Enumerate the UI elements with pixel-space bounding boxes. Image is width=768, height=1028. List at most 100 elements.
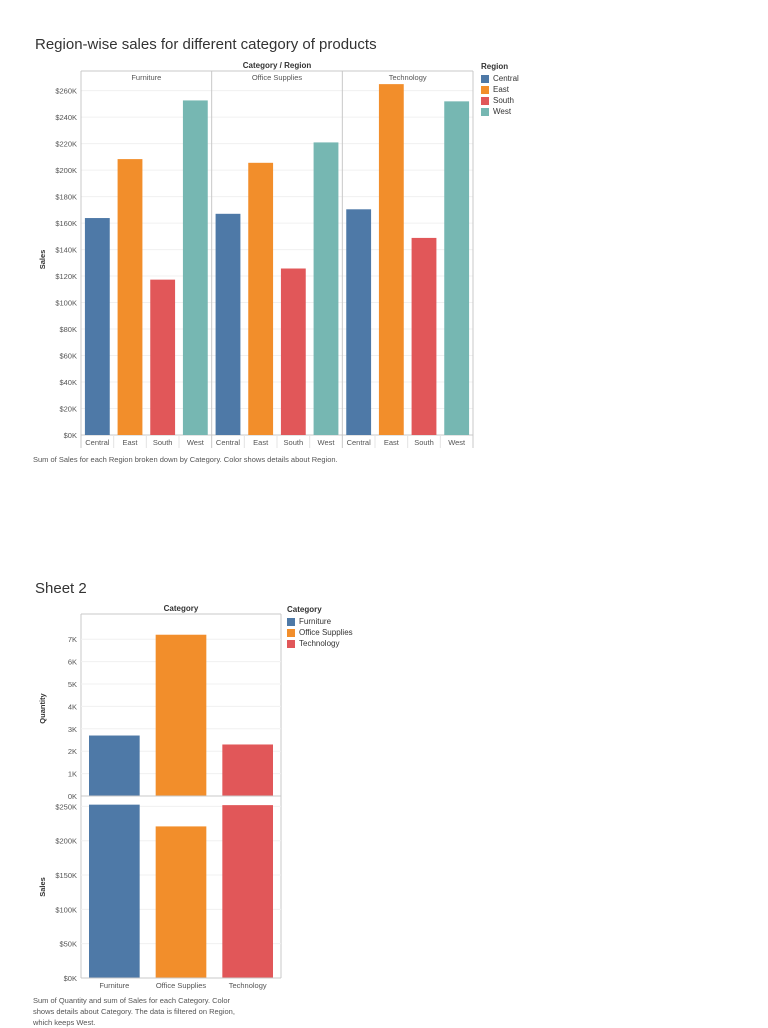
- chart1-ytick-label: $260K: [55, 87, 77, 96]
- chart2-ytick-label: 5K: [68, 680, 77, 689]
- chart1-panel-label-office-supplies: Office Supplies: [252, 73, 303, 82]
- legend-item-west[interactable]: West: [481, 106, 519, 117]
- legend-swatch-east: [481, 85, 489, 94]
- legend-item-furniture[interactable]: Furniture: [287, 616, 353, 627]
- chart1-ytick-label: $0K: [64, 431, 77, 440]
- legend-swatch-central: [481, 74, 489, 83]
- chart2-xtick-label-furniture: Furniture: [99, 981, 129, 990]
- legend-label-west: West: [493, 107, 512, 116]
- chart1-xtick-label: West: [187, 438, 205, 447]
- legend-label-technology: Technology: [299, 639, 340, 648]
- chart2-ytick-label: $200K: [55, 837, 77, 846]
- bar-sales-technology: [222, 805, 273, 978]
- chart1-xtick-label: East: [122, 438, 138, 447]
- chart2-xtick-label-office-supplies: Office Supplies: [156, 981, 207, 990]
- bar-furniture-central: [84, 218, 110, 435]
- chart1-ylabel: Sales: [38, 250, 47, 270]
- chart1-plot: Category / Region $0K $20K $40K $60K $80K $100…: [38, 61, 474, 448]
- legend-swatch-office-supplies: [287, 628, 295, 637]
- chart2-plot: Category 0K 1K 2K 3K 4K 5K 6K 7K Quantity $0K $50K $…: [38, 604, 282, 990]
- bar-technology-west: [444, 101, 470, 435]
- legend-label-central: Central: [493, 74, 519, 83]
- chart1-ytick-label: $240K: [55, 113, 77, 122]
- chart1-ytick-label: $20K: [59, 405, 77, 414]
- chart1-ytick-label: $220K: [55, 140, 77, 149]
- legend-item-central[interactable]: Central: [481, 73, 519, 84]
- chart1-ytick-label: $160K: [55, 219, 77, 228]
- bar-technology-central: [346, 209, 372, 435]
- legend-swatch-west: [481, 107, 489, 116]
- chart2-ytick-label: 2K: [68, 747, 77, 756]
- chart1-panel-label-furniture: Furniture: [131, 73, 161, 82]
- chart1-xtick-label: West: [448, 438, 466, 447]
- bar-technology-south: [411, 237, 437, 435]
- legend-label-east: East: [493, 85, 510, 94]
- legend-swatch-south: [481, 96, 489, 105]
- chart2-caption-line-3: which keeps West.: [33, 1018, 96, 1027]
- chart1-panel-label-technology: Technology: [389, 73, 427, 82]
- legend-item-east[interactable]: East: [481, 84, 519, 95]
- legend-swatch-furniture: [287, 617, 295, 626]
- chart2-ytick-label: $150K: [55, 871, 77, 880]
- chart1-caption: Sum of Sales for each Region broken down…: [33, 455, 338, 464]
- chart2-legend-title: Category: [287, 605, 322, 614]
- chart1-xtick-label: East: [253, 438, 269, 447]
- chart2-caption-line-2: shows details about Category. The data i…: [33, 1007, 235, 1016]
- bar-quantity-furniture: [89, 735, 140, 796]
- legend-label-office-supplies: Office Supplies: [299, 628, 353, 637]
- bar-sales-furniture: [89, 804, 140, 978]
- chart2-ytick-label: 4K: [68, 702, 77, 711]
- chart1-ytick-label: $200K: [55, 166, 77, 175]
- chart1-xtick-label: East: [384, 438, 400, 447]
- chart1-ytick-label: $180K: [55, 193, 77, 202]
- chart2-ytick-label: 0K: [68, 792, 77, 801]
- bar-furniture-south: [150, 279, 176, 435]
- chart2-ytick-label: $250K: [55, 802, 77, 811]
- bar-sales-office-supplies: [155, 826, 207, 978]
- chart1-xtick-label: West: [318, 438, 336, 447]
- chart2-ytick-label: 1K: [68, 770, 77, 779]
- chart1-xtick-label: South: [284, 438, 304, 447]
- chart2-header: Category: [164, 604, 199, 613]
- chart2-ytick-label: 3K: [68, 725, 77, 734]
- legend-swatch-technology: [287, 639, 295, 648]
- chart2-caption-line-1: Sum of Quantity and sum of Sales for eac…: [33, 996, 231, 1005]
- bar-quantity-technology: [222, 744, 273, 796]
- chart1-ytick-label: $100K: [55, 299, 77, 308]
- chart1-ytick-label: $60K: [59, 352, 77, 361]
- chart2-ytick-label: 6K: [68, 658, 77, 667]
- chart1-xtick-label: Central: [216, 438, 241, 447]
- legend-item-technology[interactable]: Technology: [287, 638, 353, 649]
- chart2-title: Sheet 2: [35, 580, 87, 597]
- chart2-ylabel-sales: Sales: [38, 877, 47, 897]
- bar-office-supplies-west: [313, 142, 339, 436]
- chart2-xtick-label-technology: Technology: [229, 981, 267, 990]
- chart1-legend-title: Region: [481, 62, 509, 71]
- legend-item-office-supplies[interactable]: Office Supplies: [287, 627, 353, 638]
- chart2-legend[interactable]: Category Furniture Office Supplies Techn…: [287, 605, 353, 649]
- legend-label-furniture: Furniture: [299, 617, 332, 626]
- chart2-ytick-label: $0K: [64, 974, 77, 983]
- chart1-xtick-label: Central: [347, 438, 372, 447]
- chart1-ytick-label: $80K: [59, 325, 77, 334]
- bar-technology-east: [378, 84, 404, 436]
- bar-office-supplies-south: [280, 268, 306, 435]
- bar-furniture-west: [182, 100, 208, 436]
- legend-item-south[interactable]: South: [481, 95, 519, 106]
- chart1-xtick-label: South: [153, 438, 173, 447]
- chart1-ytick-label: $140K: [55, 246, 77, 255]
- bar-office-supplies-central: [215, 213, 241, 435]
- bar-office-supplies-east: [248, 162, 274, 435]
- chart1-title: Region-wise sales for different category…: [35, 36, 377, 53]
- bar-furniture-east: [117, 159, 143, 435]
- chart1-legend[interactable]: Region Central East South West: [481, 62, 519, 117]
- chart2-ylabel-quantity: Quantity: [38, 692, 47, 723]
- chart1-ytick-label: $40K: [59, 378, 77, 387]
- chart2-caption: Sum of Quantity and sum of Sales for eac…: [33, 995, 235, 1028]
- chart1-xtick-label: Central: [85, 438, 110, 447]
- legend-label-south: South: [493, 96, 514, 105]
- chart2-ytick-label: $50K: [59, 940, 77, 949]
- chart1-ytick-label: $120K: [55, 272, 77, 281]
- bar-quantity-office-supplies: [155, 634, 207, 796]
- chart1-xtick-label: South: [414, 438, 434, 447]
